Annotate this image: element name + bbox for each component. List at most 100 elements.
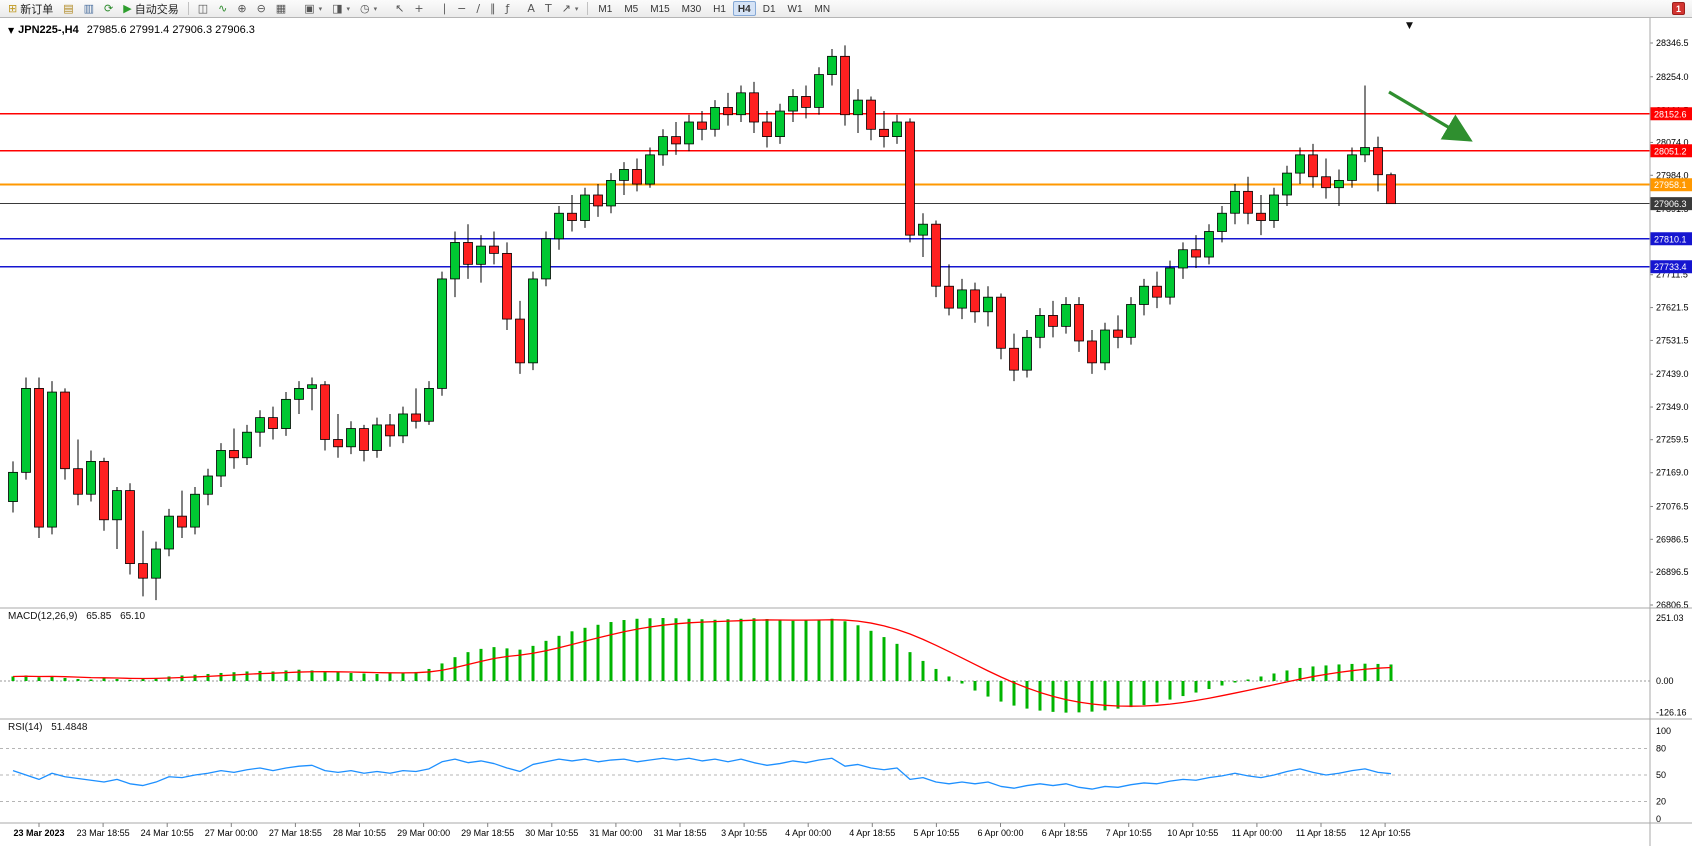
time-label[interactable]: 11 Apr 00:00	[1232, 828, 1282, 838]
timeframe-w1-button[interactable]: W1	[787, 4, 803, 15]
channel-button[interactable]: ∥	[485, 1, 501, 17]
macd-histogram-bar	[1207, 681, 1211, 690]
refresh-button[interactable]: ⟳	[99, 1, 118, 17]
resistance-price-badge-label: 28051.2	[1654, 146, 1687, 156]
crosshair-button[interactable]: +	[409, 1, 428, 17]
time-label[interactable]: 6 Apr 00:00	[977, 828, 1023, 838]
indicators-button[interactable]: ∿	[213, 1, 232, 17]
time-label[interactable]: 31 Mar 18:55	[653, 828, 706, 838]
trendline-button[interactable]: ∕	[471, 1, 485, 17]
macd-axis-label[interactable]: 0.00	[1656, 676, 1674, 686]
timeframe-m15-button[interactable]: M15	[650, 4, 670, 15]
charts-window-button[interactable]: ◫	[193, 1, 213, 17]
bear-candle	[801, 96, 811, 108]
time-label[interactable]: 23 Mar 2023	[13, 828, 64, 838]
macd-histogram-bar	[869, 630, 873, 681]
timeframe-toolbar: M1 M5 M15 M30 H1 H4 D1 W1 MN	[592, 1, 836, 16]
price-label[interactable]: 28346.5	[1656, 38, 1689, 48]
arrow-object[interactable]	[1388, 90, 1473, 142]
timeframe-m1-button[interactable]: M1	[598, 4, 613, 15]
zoom-in-button[interactable]: ⊕	[232, 1, 251, 17]
price-label[interactable]: 27349.0	[1656, 402, 1689, 412]
bear-candle	[229, 450, 239, 459]
window-badge[interactable]: 1	[1672, 2, 1685, 15]
time-label[interactable]: 4 Apr 18:55	[849, 828, 895, 838]
bull-candle	[541, 238, 551, 280]
time-label[interactable]: 4 Apr 00:00	[785, 828, 831, 838]
autotrading-label: 自动交易	[134, 3, 179, 16]
price-label[interactable]: 27621.5	[1656, 303, 1689, 313]
time-label[interactable]: 31 Mar 00:00	[589, 828, 642, 838]
fibonacci-button[interactable]: ƒ	[501, 1, 515, 17]
new-order-button[interactable]: ⊞ 新订单	[3, 1, 58, 17]
macd-histogram-bar	[596, 624, 600, 681]
zoom-out-button[interactable]: ⊖	[252, 1, 271, 17]
text-button[interactable]: A	[522, 1, 540, 17]
time-label[interactable]: 28 Mar 10:55	[333, 828, 386, 838]
macd-axis-label[interactable]: 251.03	[1656, 613, 1684, 623]
autotrading-button[interactable]: ▶ 自动交易	[118, 1, 183, 17]
time-label[interactable]: 27 Mar 18:55	[269, 828, 322, 838]
time-label[interactable]: 6 Apr 18:55	[1042, 828, 1088, 838]
price-label[interactable]: 27259.5	[1656, 435, 1689, 445]
price-label[interactable]: 27439.0	[1656, 369, 1689, 379]
time-label[interactable]: 12 Apr 10:55	[1360, 828, 1411, 838]
templates-button[interactable]: ◷ ▾	[355, 1, 382, 17]
timeframe-mn-button[interactable]: MN	[814, 4, 831, 15]
bull-candle	[658, 136, 668, 156]
price-label[interactable]: 27169.0	[1656, 468, 1689, 478]
data-window-button[interactable]: ▥	[79, 1, 99, 17]
indicators-icon: ∿	[218, 2, 228, 15]
rsi-axis-label[interactable]: 20	[1656, 796, 1666, 806]
time-label[interactable]: 5 Apr 10:55	[913, 828, 959, 838]
time-label[interactable]: 3 Apr 10:55	[721, 828, 767, 838]
horizontal-line-button[interactable]: −	[452, 1, 471, 17]
time-label[interactable]: 27 Mar 00:00	[205, 828, 258, 838]
price-label[interactable]: 28254.0	[1656, 72, 1689, 82]
price-label[interactable]: 27076.5	[1656, 501, 1689, 511]
timeframe-h4-button[interactable]: H4	[732, 1, 756, 16]
macd-histogram-bar	[1090, 681, 1094, 712]
tile-windows-button[interactable]: ▦	[271, 1, 291, 17]
rsi-axis-label[interactable]: 80	[1656, 744, 1666, 754]
rsi-axis-label[interactable]: 50	[1656, 770, 1666, 780]
macd-histogram-bar	[960, 681, 964, 684]
new-chart-button[interactable]: ▣ ▾	[299, 1, 327, 17]
one-click-trading-arrow-icon[interactable]: ▼	[8, 26, 15, 35]
price-label[interactable]: 26986.5	[1656, 534, 1689, 544]
label-button[interactable]: T	[540, 1, 557, 17]
chart-canvas[interactable]: 28346.528254.028161.528074.027984.027891…	[0, 18, 1692, 846]
time-label[interactable]: 10 Apr 10:55	[1167, 828, 1218, 838]
time-label[interactable]: 11 Apr 18:55	[1296, 828, 1346, 838]
arrows-button[interactable]: ↗ ▾	[557, 1, 584, 17]
timeframe-m5-button[interactable]: M5	[624, 4, 639, 15]
price-label[interactable]: 27711.5	[1656, 270, 1688, 280]
time-label[interactable]: 23 Mar 18:55	[77, 828, 130, 838]
chart-shift-marker-icon[interactable]: ▼	[1406, 21, 1413, 31]
price-label[interactable]: 26806.5	[1656, 600, 1689, 610]
rsi-axis-label[interactable]: 100	[1656, 726, 1671, 736]
price-label[interactable]: 27984.0	[1656, 170, 1689, 180]
vertical-line-button[interactable]: ∣	[437, 1, 453, 17]
time-label[interactable]: 29 Mar 18:55	[461, 828, 514, 838]
timeframe-m30-button[interactable]: M30	[681, 4, 702, 15]
cursor-button[interactable]: ↖	[390, 1, 409, 17]
profiles-button[interactable]: ◨ ▾	[327, 1, 355, 17]
price-label[interactable]: 26896.5	[1656, 567, 1689, 577]
bull-candle	[684, 121, 694, 145]
time-label[interactable]: 29 Mar 00:00	[397, 828, 450, 838]
timeframe-h1-button[interactable]: H1	[713, 4, 726, 15]
price-label[interactable]: 28074.0	[1656, 137, 1689, 147]
price-label[interactable]: 27531.5	[1656, 335, 1689, 345]
market-watch-button[interactable]: ▤	[58, 1, 78, 17]
time-label[interactable]: 7 Apr 10:55	[1106, 828, 1152, 838]
resistance-price-badge	[1650, 144, 1692, 158]
timeframe-d1-button[interactable]: D1	[762, 4, 776, 15]
macd-histogram-bar	[63, 677, 67, 681]
chart-workspace: 28346.528254.028161.528074.027984.027891…	[0, 18, 1692, 846]
level-price-badge	[1650, 178, 1692, 192]
rsi-axis-label[interactable]: 0	[1656, 814, 1661, 824]
time-label[interactable]: 24 Mar 10:55	[141, 828, 194, 838]
macd-axis-label[interactable]: -126.16	[1656, 708, 1687, 718]
time-label[interactable]: 30 Mar 10:55	[525, 828, 578, 838]
